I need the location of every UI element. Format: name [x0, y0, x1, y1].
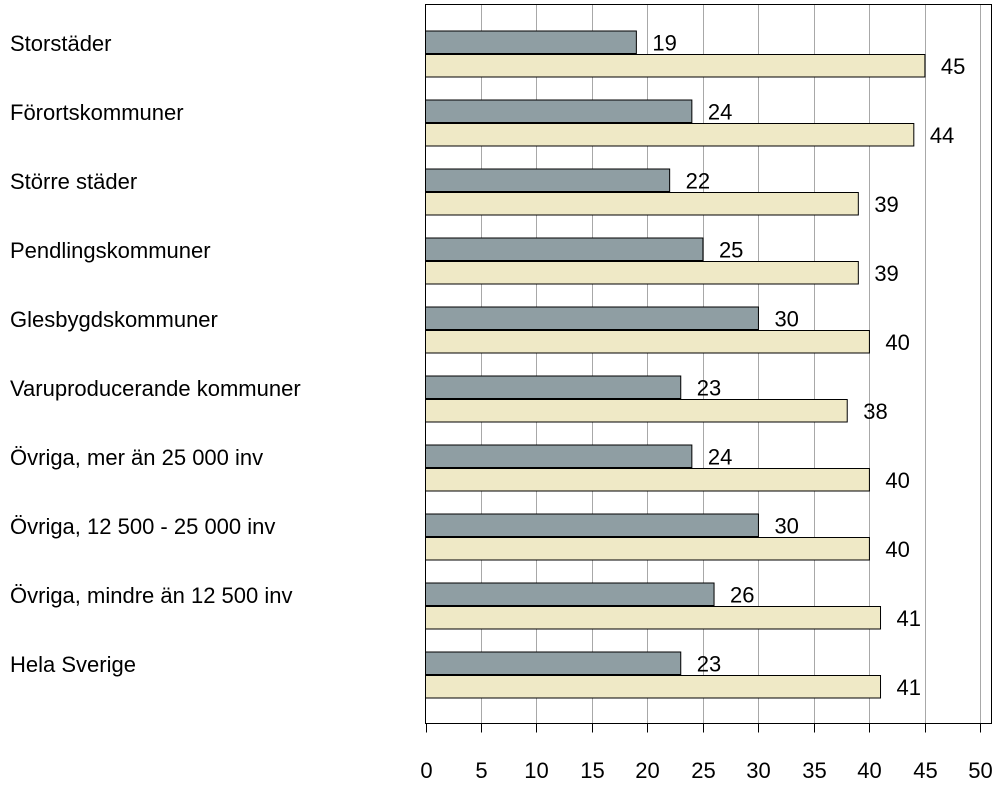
x-tick-label: 25 [691, 758, 715, 783]
x-tick-label: 50 [968, 758, 992, 783]
category-label: Glesbygdskommuner [10, 307, 218, 332]
bar-series-1 [425, 582, 715, 606]
labels: 0 5 10 15 20 25 30 35 40 45 50 Storstäder 19 45 Förort… [10, 30, 993, 783]
value-label: 23 [697, 651, 721, 676]
x-tick-label: 35 [802, 758, 826, 783]
x-tick-label: 5 [475, 758, 487, 783]
bar-series-1 [425, 306, 759, 330]
bar-series-1 [425, 444, 693, 468]
value-label: 39 [874, 261, 898, 286]
value-label: 40 [885, 468, 909, 493]
x-tick-label: 0 [420, 758, 432, 783]
bar-series-2 [425, 675, 882, 699]
category-label: Pendlingskommuner [10, 238, 211, 263]
bar-series-1 [425, 30, 637, 54]
category-label: Storstäder [10, 31, 112, 56]
category-label: Övriga, mindre än 12 500 inv [10, 583, 293, 608]
category-label: Varuproducerande kommuner [10, 376, 301, 401]
value-label: 39 [874, 192, 898, 217]
bar-series-2 [425, 399, 848, 423]
bar-series-2 [425, 537, 870, 561]
bar-series-1 [425, 99, 693, 123]
bar-series-1 [425, 375, 682, 399]
x-tick-label: 10 [524, 758, 548, 783]
value-label: 24 [708, 444, 732, 469]
value-label: 40 [885, 537, 909, 562]
bar-series-1 [425, 513, 759, 537]
value-label: 19 [652, 30, 676, 55]
value-label: 41 [897, 675, 921, 700]
plot-area-frame [425, 4, 992, 724]
bar-series-2 [425, 468, 870, 492]
value-label: 44 [930, 123, 954, 148]
bar-series-1 [425, 168, 671, 192]
x-tick-label: 30 [746, 758, 770, 783]
x-tick-label: 45 [913, 758, 937, 783]
bar-series-2 [425, 330, 870, 354]
bars [425, 30, 926, 699]
category-label: Övriga, 12 500 - 25 000 inv [10, 514, 275, 539]
x-tick-label: 15 [580, 758, 604, 783]
bar-series-1 [425, 237, 704, 261]
bar-series-2 [425, 192, 859, 216]
bar-series-2 [425, 54, 926, 78]
value-label: 30 [774, 306, 798, 331]
bar-series-2 [425, 123, 915, 147]
x-tick-label: 20 [635, 758, 659, 783]
value-label: 22 [686, 168, 710, 193]
category-label: Övriga, mer än 25 000 inv [10, 445, 263, 470]
bar-series-2 [425, 606, 882, 630]
category-label: Större städer [10, 169, 137, 194]
category-label: Förortskommuner [10, 100, 184, 125]
value-label: 45 [941, 54, 965, 79]
value-label: 40 [885, 330, 909, 355]
value-label: 41 [897, 606, 921, 631]
value-label: 30 [774, 513, 798, 538]
bar-series-1 [425, 651, 682, 675]
value-label: 24 [708, 99, 732, 124]
value-label: 23 [697, 375, 721, 400]
bar-series-2 [425, 261, 859, 285]
value-label: 26 [730, 582, 754, 607]
x-tick-label: 40 [857, 758, 881, 783]
value-label: 25 [719, 237, 743, 262]
category-label: Hela Sverige [10, 652, 136, 677]
value-label: 38 [863, 399, 887, 424]
